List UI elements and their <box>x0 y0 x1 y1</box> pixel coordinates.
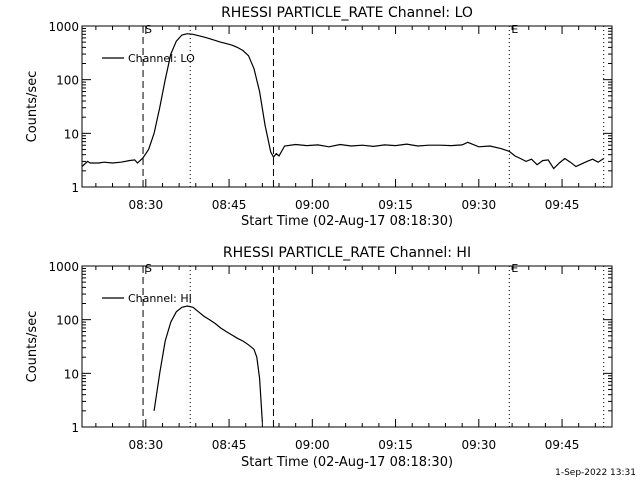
x-tick-label: 09:15 <box>378 198 413 212</box>
chart-title: RHESSI PARTICLE_RATE Channel: HI <box>223 245 471 261</box>
x-tick-label: 09:30 <box>462 438 497 452</box>
x-tick-label: 09:15 <box>378 438 413 452</box>
series-line <box>153 305 263 423</box>
panel-hi: RHESSI PARTICLE_RATE Channel: HI Start Ti… <box>25 245 613 470</box>
x-tick-label: 09:30 <box>462 198 497 212</box>
y-tick-label: 1000 <box>48 260 79 274</box>
legend-entry: Channel: LO <box>128 52 195 65</box>
x-tick-label: 08:30 <box>129 438 164 452</box>
x-tick-label: 09:00 <box>295 438 330 452</box>
x-tick-label: 08:45 <box>212 198 247 212</box>
footer-timestamp: 1-Sep-2022 13:31 <box>555 468 636 478</box>
x-axis-label: Start Time (02-Aug-17 08:18:30) <box>241 214 453 229</box>
y-tick-label: 100 <box>56 314 79 328</box>
y-tick-label: 10 <box>64 127 79 141</box>
time-marker-label: S <box>145 23 152 36</box>
plot-frame <box>81 25 613 188</box>
series-line <box>81 33 605 170</box>
legend-entry: Channel: HI <box>128 292 192 305</box>
x-tick-label: 08:30 <box>129 198 164 212</box>
y-tick-label: 1 <box>71 181 79 195</box>
y-tick-label: 100 <box>56 74 79 88</box>
x-tick-label: 08:45 <box>212 438 247 452</box>
chart-title: RHESSI PARTICLE_RATE Channel: LO <box>221 5 473 21</box>
x-axis-label: Start Time (02-Aug-17 08:18:30) <box>241 455 453 470</box>
y-tick-label: 1000 <box>48 20 79 34</box>
plot-frame <box>81 265 613 428</box>
x-tick-label: 09:00 <box>295 198 330 212</box>
y-tick-label: 1 <box>71 421 79 435</box>
y-axis-label: Counts/sec <box>25 311 40 383</box>
x-tick-label: 09:45 <box>545 198 580 212</box>
y-tick-label: 10 <box>64 367 79 381</box>
time-marker-label: E <box>511 262 518 275</box>
time-marker-label: E <box>511 23 518 36</box>
panel-lo: RHESSI PARTICLE_RATE Channel: LO Start Ti… <box>25 5 613 229</box>
time-marker-label: S <box>145 262 152 275</box>
x-tick-label: 09:45 <box>545 438 580 452</box>
y-axis-label: Counts/sec <box>25 71 40 143</box>
